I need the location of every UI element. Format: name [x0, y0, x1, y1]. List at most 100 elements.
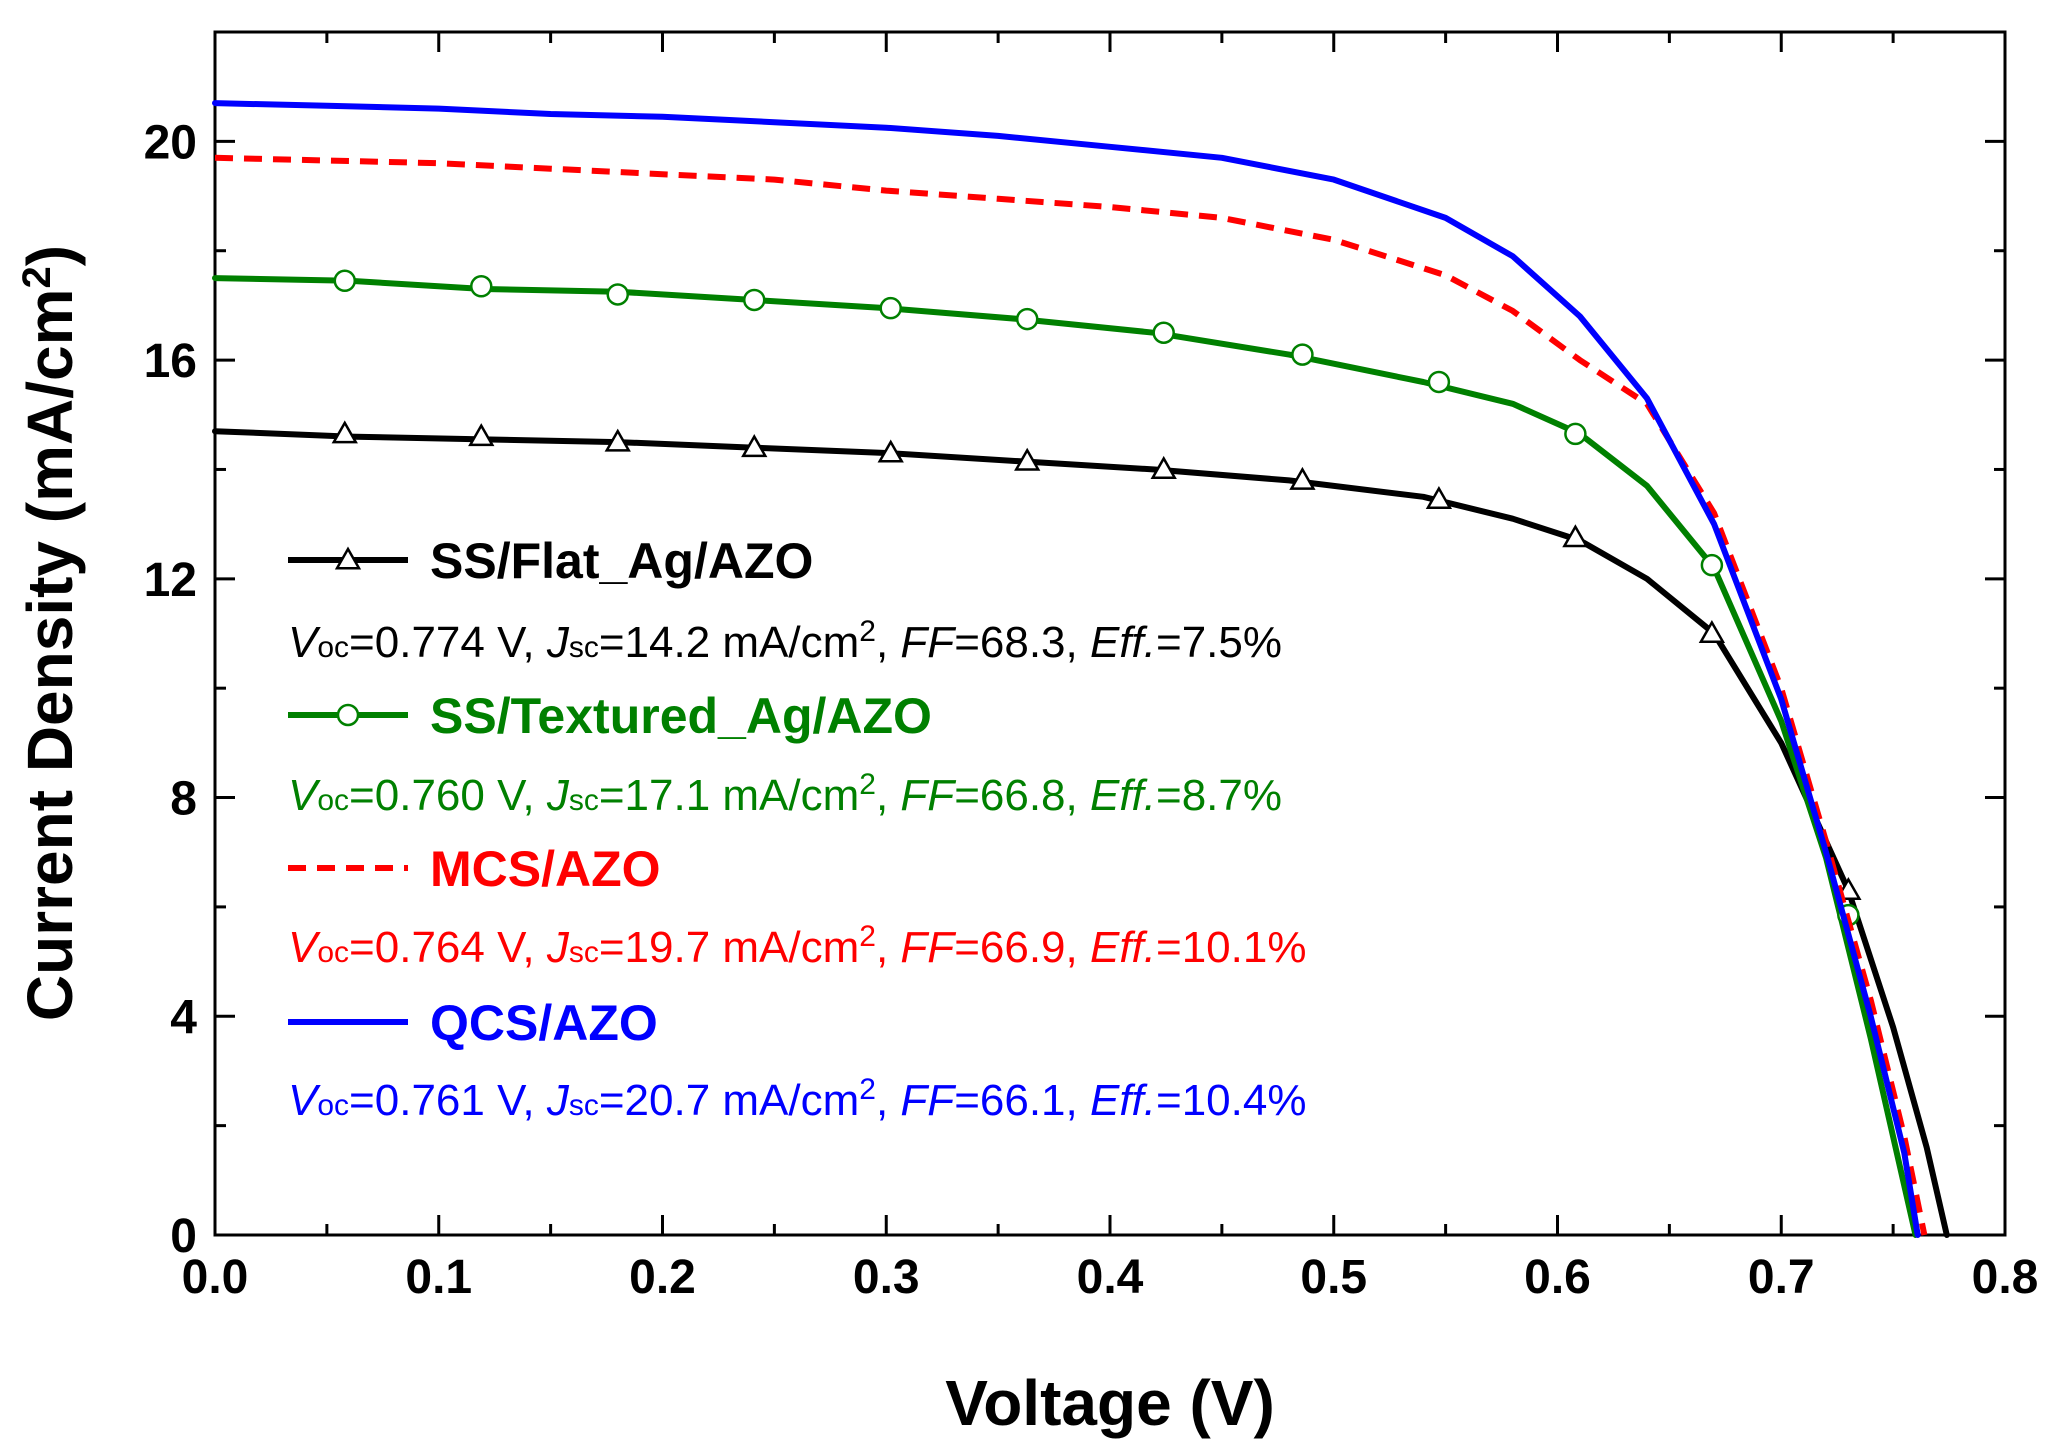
- stats-part: sc: [569, 936, 599, 969]
- stats-part: 2: [859, 920, 876, 953]
- stats-part: =0.774 V,: [349, 618, 547, 667]
- x-tick-label: 0.0: [182, 1251, 249, 1304]
- legend-label-1: SS/Textured_Ag/AZO: [430, 688, 932, 744]
- y-axis-title-close: ): [14, 245, 86, 266]
- series-marker-1: [1152, 321, 1175, 344]
- stats-part: =0.760 V,: [349, 771, 547, 820]
- stats-part: =8.7%: [1156, 771, 1282, 820]
- series-marker-0: [1562, 524, 1589, 548]
- stats-part: sc: [569, 1089, 599, 1122]
- stats-part: =10.4%: [1156, 1076, 1306, 1125]
- stats-part: J: [546, 618, 570, 667]
- series-marker-0: [1425, 486, 1453, 510]
- stats-part: =66.9,: [954, 923, 1090, 972]
- stats-part: =17.1 mA/cm: [599, 771, 859, 820]
- series-marker-0: [1289, 466, 1316, 490]
- stats-part: Eff.: [1090, 618, 1156, 667]
- x-tick-label: 0.6: [1524, 1251, 1591, 1304]
- y-tick-label: 8: [170, 773, 197, 826]
- stats-part: FF: [900, 923, 956, 972]
- series-marker-1: [879, 296, 902, 320]
- stats-part: 2: [859, 1073, 876, 1106]
- legend-stats-1: Voc=0.760 V, Jsc=17.1 mA/cm2, FF=66.8, E…: [288, 768, 1282, 821]
- stats-part: FF: [900, 618, 956, 667]
- stats-part: ,: [876, 618, 900, 667]
- series-marker-0: [468, 423, 495, 447]
- stats-part: Eff.: [1090, 1076, 1156, 1125]
- series-line-3: [212, 100, 1921, 1238]
- stats-part: J: [546, 1076, 570, 1125]
- series-marker-1: [1564, 422, 1587, 446]
- stats-part: FF: [900, 771, 956, 820]
- y-axis-title: Current Density (mA/cm2): [14, 245, 86, 1021]
- series-marker-1: [1427, 370, 1451, 394]
- stats-part: Eff.: [1090, 923, 1156, 972]
- stats-part: 2: [859, 768, 876, 801]
- stats-part: =20.7 mA/cm: [599, 1076, 859, 1125]
- y-tick-label: 16: [144, 335, 197, 388]
- stats-part: FF: [900, 1076, 956, 1125]
- series-marker-0: [1698, 619, 1726, 643]
- x-tick-label: 0.2: [629, 1251, 696, 1304]
- legend-stats-2: Voc=0.764 V, Jsc=19.7 mA/cm2, FF=66.9, E…: [288, 920, 1306, 973]
- legend-stats-0: Voc=0.774 V, Jsc=14.2 mA/cm2, FF=68.3, E…: [288, 615, 1282, 668]
- x-tick-label: 0.7: [1748, 1251, 1815, 1304]
- stats-part: oc: [317, 936, 349, 969]
- stats-part: V: [288, 923, 321, 972]
- stats-part: oc: [317, 1089, 349, 1122]
- stats-part: ,: [876, 1076, 900, 1125]
- x-tick-label: 0.5: [1300, 1251, 1367, 1304]
- series-marker-1: [742, 288, 766, 312]
- y-tick-label: 12: [144, 554, 197, 607]
- series-marker-0: [1150, 455, 1177, 479]
- y-axis-title-sup: 2: [15, 266, 59, 288]
- legend-stats-3: Voc=0.761 V, Jsc=20.7 mA/cm2, FF=66.1, E…: [288, 1073, 1306, 1126]
- stats-part: =10.1%: [1156, 923, 1306, 972]
- y-axis-title-main: Current Density (mA/cm: [14, 288, 86, 1021]
- stats-part: Eff.: [1090, 771, 1156, 820]
- stats-part: =0.764 V,: [349, 923, 547, 972]
- legend-marker-1: [336, 703, 360, 727]
- stats-part: V: [288, 618, 321, 667]
- stats-part: =66.1,: [954, 1076, 1090, 1125]
- stats-part: =66.8,: [954, 771, 1090, 820]
- series-marker-0: [1014, 447, 1041, 471]
- stats-part: J: [546, 923, 570, 972]
- x-tick-label: 0.3: [853, 1251, 920, 1304]
- series-marker-1: [1015, 307, 1039, 331]
- y-tick-label: 4: [170, 991, 197, 1044]
- y-tick-label: 20: [144, 116, 197, 169]
- stats-part: =14.2 mA/cm: [599, 618, 859, 667]
- series-marker-0: [877, 439, 904, 463]
- series-line-2: [214, 154, 1928, 1236]
- stats-part: V: [288, 771, 321, 820]
- series-marker-0: [331, 420, 358, 444]
- legend-label-0: SS/Flat_Ag/AZO: [430, 533, 813, 589]
- series-marker-1: [1291, 343, 1314, 366]
- series-marker-1: [606, 283, 629, 306]
- stats-part: V: [288, 1076, 321, 1125]
- stats-part: sc: [569, 784, 599, 817]
- stats-part: ,: [876, 923, 900, 972]
- x-tick-label: 0.4: [1077, 1251, 1144, 1304]
- series-marker-1: [470, 275, 493, 298]
- stats-part: sc: [569, 631, 599, 664]
- legend-marker-0: [334, 546, 362, 570]
- data-series: [212, 100, 1950, 1238]
- series-marker-0: [604, 428, 631, 452]
- series-marker-0: [741, 434, 768, 458]
- stats-part: =0.761 V,: [349, 1076, 547, 1125]
- x-tick-label: 0.1: [405, 1251, 472, 1304]
- x-axis-title: Voltage (V): [945, 1367, 1275, 1439]
- y-tick-label: 0: [170, 1210, 197, 1263]
- stats-part: =19.7 mA/cm: [599, 923, 859, 972]
- legend-label-2: MCS/AZO: [430, 841, 661, 897]
- axis-ticks: 0.0 0.1 0.2 0.3 0.4 0.5 0.6 0.7 0.8 0 4 8 12 16 20: [144, 32, 2039, 1304]
- series-marker-1: [1700, 553, 1724, 577]
- x-tick-label: 0.8: [1972, 1251, 2039, 1304]
- series-marker-1: [333, 269, 357, 293]
- stats-part: ,: [876, 771, 900, 820]
- stats-part: =68.3,: [954, 618, 1090, 667]
